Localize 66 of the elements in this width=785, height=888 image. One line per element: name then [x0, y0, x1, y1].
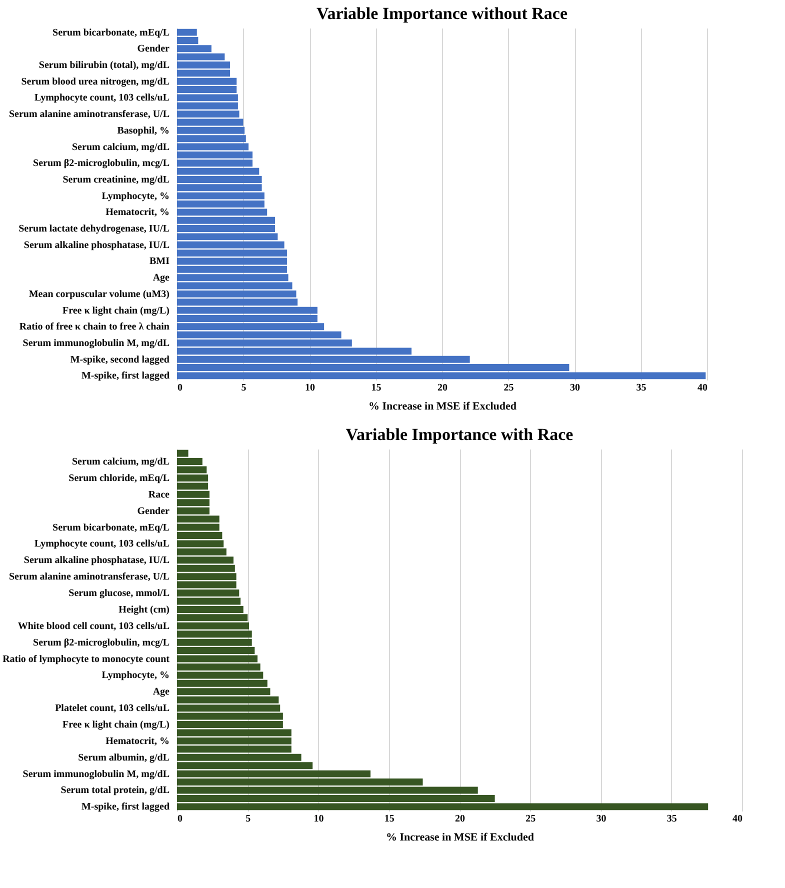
y-tick-label: Serum total protein, g/dL	[60, 785, 170, 796]
y-tick-label: Serum alkaline phosphatase, IU/L	[24, 240, 170, 251]
y-tick-label: Free κ light chain (mg/L)	[62, 305, 170, 316]
x-tick-label: 5	[246, 814, 251, 824]
y-tick-label: Height (cm)	[118, 604, 170, 616]
x-tick-label: 25	[526, 814, 536, 824]
y-tick-label: Platelet count, 103 cells/uL	[55, 703, 170, 714]
y-tick-label: Serum alanine aminotransferase, U/L	[8, 572, 170, 583]
x-tick-label: 35	[666, 814, 677, 824]
y-tick-label: Serum creatinine, mg/dL	[62, 174, 170, 186]
y-tick-label: Lymphocyte count, 103 cells/uL	[34, 538, 170, 550]
y-tick-label: M-spike, second lagged	[70, 354, 170, 366]
y-tick-label: Mean corpuscular volume (uM3)	[28, 288, 170, 300]
y-tick-label: Lymphocyte, %	[102, 190, 170, 202]
y-tick-label: Lymphocyte count, 103 cells/uL	[34, 92, 170, 104]
y-tick-label: Serum lactate dehydrogenase, IU/L	[18, 224, 170, 235]
y-tick-label: Race	[148, 489, 170, 500]
chart-title: Variable Importance with Race	[346, 424, 574, 444]
y-tick-label: Serum alanine aminotransferase, U/L	[8, 109, 170, 120]
y-tick-label: Serum calcium, mg/dL	[72, 456, 170, 468]
x-tick-label: 25	[504, 382, 514, 394]
y-tick-label: Hematocrit, %	[106, 207, 170, 218]
y-tick-label: M-spike, first lagged	[81, 370, 170, 382]
x-axis-title: % Increase in MSE if Excluded	[386, 832, 534, 844]
y-tick-label: Free κ light chain (mg/L)	[62, 720, 170, 731]
y-tick-label: Serum immunoglobulin M, mg/dL	[22, 768, 170, 780]
y-tick-label: Serum β2-microglobulin, mcg/L	[33, 637, 170, 648]
y-tick-label: Age	[152, 686, 170, 698]
x-tick-label: 40	[698, 382, 708, 394]
x-tick-label: 0	[178, 382, 182, 394]
x-axis-title: % Increase in MSE if Excluded	[368, 400, 517, 412]
y-tick-label: Serum albumin, g/dL	[78, 752, 170, 764]
y-tick-label: Serum alkaline phosphatase, IU/L	[24, 555, 170, 566]
x-tick-label: 30	[570, 382, 580, 394]
y-tick-label: Gender	[137, 506, 170, 517]
y-tick-label: White blood cell count, 103 cells/uL	[18, 620, 170, 632]
chart-title: Variable Importance without Race	[316, 4, 568, 23]
y-tick-label: BMI	[150, 256, 170, 268]
y-tick-label: Serum bilirubin (total), mg/dL	[38, 60, 170, 71]
x-tick-label: 30	[596, 814, 606, 824]
y-tick-label: Serum immunoglobulin M, mg/dL	[22, 338, 170, 349]
y-tick-label: Serum bicarbonate, mEq/L	[52, 27, 170, 38]
y-tick-label: Serum blood urea nitrogen, mg/dL	[21, 76, 170, 88]
y-tick-label: Serum calcium, mg/dL	[72, 142, 170, 153]
y-tick-label: Hematocrit, %	[106, 736, 170, 747]
x-tick-label: 0	[178, 814, 182, 824]
x-tick-label: 20	[438, 382, 448, 394]
x-tick-label: 10	[314, 814, 324, 824]
x-tick-label: 35	[636, 382, 646, 394]
y-tick-label: Serum chloride, mEq/L	[68, 472, 170, 484]
x-tick-label: 20	[455, 814, 465, 824]
y-tick-label: Basophil, %	[117, 125, 170, 136]
x-tick-label: 5	[241, 382, 246, 394]
y-tick-label: Serum β2-microglobulin, mcg/L	[33, 158, 170, 170]
y-tick-label: M-spike, first lagged	[81, 802, 170, 813]
y-tick-label: Lymphocyte, %	[102, 670, 170, 682]
x-tick-label: 15	[371, 382, 382, 394]
y-tick-label: Age	[152, 272, 170, 284]
y-tick-label: Ratio of lymphocyte to monocyte count	[2, 654, 170, 665]
x-tick-label: 10	[305, 382, 315, 394]
y-tick-label: Gender	[137, 44, 170, 55]
y-tick-label: Serum bicarbonate, mEq/L	[52, 522, 170, 534]
x-tick-label: 40	[732, 814, 742, 824]
y-tick-label: Serum glucose, mmol/L	[68, 588, 170, 600]
x-tick-label: 15	[384, 814, 394, 824]
y-tick-label: Ratio of free κ chain to free λ chain	[19, 322, 170, 333]
